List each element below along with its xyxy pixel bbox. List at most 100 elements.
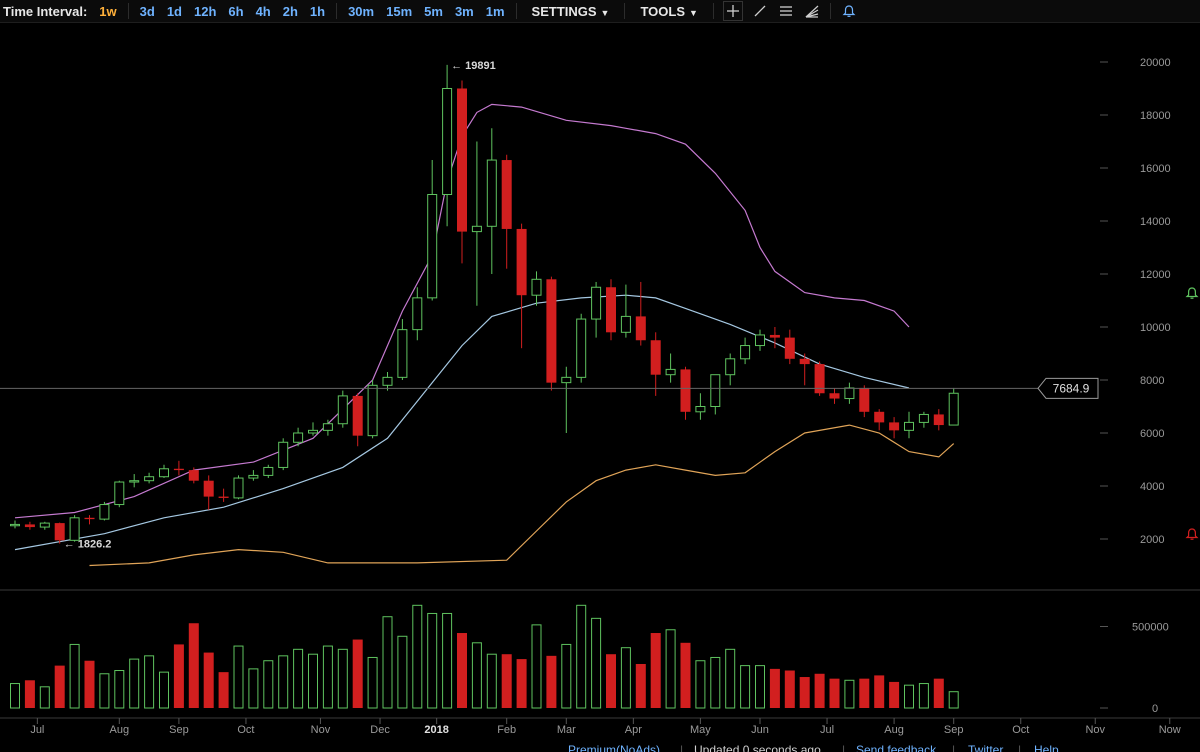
candle bbox=[829, 387, 840, 404]
candle-body bbox=[471, 225, 482, 233]
x-axis-label: Nov bbox=[1085, 724, 1105, 736]
y-axis-tick-label: 8000 bbox=[1140, 375, 1164, 387]
caret-down-icon: ▼ bbox=[600, 7, 610, 18]
candle bbox=[665, 353, 676, 383]
interval-button-5m[interactable]: 5m bbox=[424, 3, 443, 19]
candle bbox=[516, 223, 527, 349]
tools-menu-button[interactable]: TOOLS ▼ bbox=[630, 4, 707, 19]
volume-bar bbox=[278, 655, 289, 709]
volume-bar bbox=[755, 665, 765, 709]
candle-body bbox=[69, 517, 80, 541]
candle bbox=[39, 521, 50, 530]
interval-button-4h[interactable]: 4h bbox=[255, 3, 271, 19]
volume-bar bbox=[904, 684, 914, 709]
candle bbox=[233, 475, 244, 500]
candle-body bbox=[442, 88, 453, 195]
candle bbox=[84, 515, 95, 525]
candle-body bbox=[173, 468, 184, 471]
candle-body bbox=[710, 374, 721, 408]
footer-item[interactable]: Twitter bbox=[968, 743, 1004, 752]
candle-body bbox=[233, 477, 244, 499]
footer-separator: | bbox=[1018, 743, 1022, 752]
candle bbox=[144, 472, 155, 484]
bell-icon[interactable] bbox=[840, 2, 858, 20]
candle-body bbox=[635, 316, 646, 341]
y-axis-tick-label: 18000 bbox=[1140, 110, 1171, 122]
volume-bar bbox=[859, 678, 870, 708]
candle-body bbox=[457, 88, 467, 232]
trendline-icon[interactable] bbox=[751, 2, 769, 20]
candle-body bbox=[874, 411, 885, 423]
interval-button-12h[interactable]: 12h bbox=[193, 3, 217, 19]
interval-button-1w[interactable]: 1w bbox=[99, 3, 117, 19]
interval-button-3d[interactable]: 3d bbox=[139, 3, 155, 19]
interval-button-3m[interactable]: 3m bbox=[454, 3, 474, 19]
candle-body bbox=[561, 376, 572, 384]
interval-button-15m[interactable]: 15m bbox=[386, 3, 413, 19]
footer-item: Updated 0 seconds ago bbox=[694, 743, 821, 752]
candle-body bbox=[308, 429, 318, 434]
bell-icon[interactable] bbox=[1185, 287, 1199, 299]
candle bbox=[218, 488, 229, 502]
candle-body bbox=[218, 496, 229, 498]
current-price-label: 7684.9 bbox=[1053, 381, 1090, 395]
interval-button-1m[interactable]: 1m bbox=[485, 3, 505, 19]
candle bbox=[561, 366, 572, 433]
candle bbox=[784, 329, 795, 365]
interval-button-1h[interactable]: 1h bbox=[309, 3, 326, 19]
candle bbox=[248, 470, 259, 481]
volume-bar bbox=[606, 654, 616, 708]
y-axis-tick-label: 12000 bbox=[1140, 269, 1171, 281]
candle-body bbox=[591, 286, 602, 320]
volume-bar bbox=[233, 645, 244, 709]
x-axis-label: Jun bbox=[751, 724, 769, 736]
interval-button-30m[interactable]: 30m bbox=[348, 3, 375, 19]
interval-button-1d[interactable]: 1d bbox=[166, 3, 182, 19]
candle bbox=[10, 520, 20, 529]
footer-item[interactable]: Send feedback bbox=[856, 743, 937, 752]
volume-bar bbox=[322, 645, 333, 709]
footer-item[interactable]: Premium(NoAds) bbox=[568, 743, 661, 752]
volume-bar bbox=[874, 675, 885, 708]
candle bbox=[367, 380, 378, 439]
candle bbox=[531, 271, 542, 306]
volume-bar bbox=[695, 660, 706, 709]
candle-body bbox=[10, 523, 20, 527]
fib-fan-icon[interactable] bbox=[803, 2, 821, 20]
volume-bar bbox=[367, 656, 378, 709]
middle-band-line bbox=[14, 294, 910, 551]
candle bbox=[54, 522, 65, 544]
bell-icon[interactable] bbox=[1185, 528, 1199, 540]
volume-bar bbox=[635, 663, 646, 708]
candle-body bbox=[546, 279, 557, 383]
interval-button-2h[interactable]: 2h bbox=[282, 3, 298, 19]
y-axis-tick-label: 20000 bbox=[1140, 57, 1171, 69]
settings-menu-button[interactable]: SETTINGS ▼ bbox=[522, 4, 620, 19]
volume-bar bbox=[263, 660, 274, 709]
footer-separator: | bbox=[680, 743, 684, 752]
candle bbox=[129, 474, 140, 488]
volume-bar bbox=[576, 604, 587, 709]
volume-bar bbox=[814, 673, 825, 708]
high-annotation: ← 19891 bbox=[451, 60, 496, 72]
candle-body bbox=[680, 369, 691, 412]
candle-body bbox=[367, 384, 378, 437]
volume-bar bbox=[829, 678, 840, 708]
volume-bar bbox=[769, 668, 780, 708]
candle-body bbox=[576, 318, 587, 378]
volume-bar bbox=[337, 648, 348, 709]
crosshair-icon[interactable] bbox=[722, 1, 743, 21]
alert-markers[interactable] bbox=[1185, 287, 1199, 540]
volume-bar bbox=[203, 652, 214, 708]
candle bbox=[442, 64, 453, 227]
footer-item[interactable]: Help bbox=[1034, 743, 1059, 752]
x-axis-label: Mar bbox=[557, 724, 576, 736]
volume-bar bbox=[308, 653, 318, 709]
interval-button-6h[interactable]: 6h bbox=[228, 3, 244, 19]
candle-body bbox=[99, 504, 110, 520]
candle-body bbox=[397, 329, 408, 378]
candle-body bbox=[650, 340, 661, 375]
footer-separator: | bbox=[952, 743, 956, 752]
horizontal-lines-icon[interactable] bbox=[777, 2, 795, 20]
